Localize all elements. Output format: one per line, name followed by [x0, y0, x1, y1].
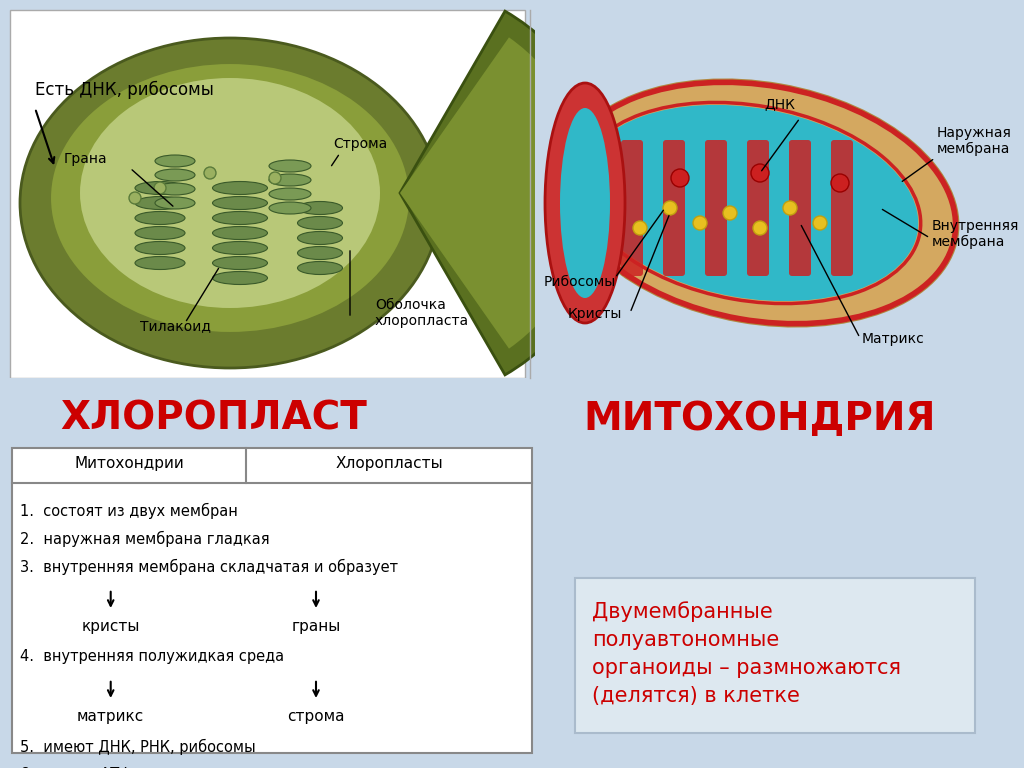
Ellipse shape: [298, 231, 342, 244]
Ellipse shape: [135, 197, 185, 210]
FancyBboxPatch shape: [663, 140, 685, 276]
Ellipse shape: [20, 38, 440, 368]
Text: Внутренняя
мембрана: Внутренняя мембрана: [932, 219, 1019, 249]
Circle shape: [633, 221, 647, 235]
Ellipse shape: [135, 211, 185, 224]
Circle shape: [723, 206, 737, 220]
Ellipse shape: [213, 272, 267, 284]
Ellipse shape: [213, 257, 267, 270]
Ellipse shape: [80, 78, 380, 308]
Text: граны: граны: [292, 619, 341, 634]
FancyBboxPatch shape: [621, 140, 643, 276]
Ellipse shape: [213, 227, 267, 240]
Text: матрикс: матрикс: [77, 710, 144, 724]
Ellipse shape: [269, 174, 311, 186]
Circle shape: [671, 169, 689, 187]
FancyBboxPatch shape: [579, 140, 601, 276]
Wedge shape: [400, 11, 610, 375]
Text: 1.  состоят из двух мембран: 1. состоят из двух мембран: [20, 503, 238, 519]
Ellipse shape: [298, 217, 342, 230]
Wedge shape: [400, 38, 590, 349]
Circle shape: [154, 182, 166, 194]
Text: ХЛОРОПЛАСТ: ХЛОРОПЛАСТ: [60, 400, 367, 438]
Text: строма: строма: [288, 710, 345, 724]
Ellipse shape: [298, 261, 342, 274]
FancyBboxPatch shape: [746, 140, 769, 276]
Ellipse shape: [269, 188, 311, 200]
Ellipse shape: [213, 211, 267, 224]
Circle shape: [751, 164, 769, 182]
Ellipse shape: [213, 181, 267, 194]
FancyBboxPatch shape: [705, 140, 727, 276]
Ellipse shape: [135, 257, 185, 270]
FancyBboxPatch shape: [12, 448, 532, 753]
Circle shape: [269, 172, 281, 184]
Ellipse shape: [298, 201, 342, 214]
Ellipse shape: [155, 197, 195, 209]
Circle shape: [813, 216, 827, 230]
FancyBboxPatch shape: [831, 140, 853, 276]
Text: 4.  внутренняя полужидкая среда: 4. внутренняя полужидкая среда: [20, 650, 284, 664]
FancyBboxPatch shape: [790, 140, 811, 276]
Text: Наружная
мембрана: Наружная мембрана: [937, 126, 1012, 156]
Ellipse shape: [269, 202, 311, 214]
Circle shape: [129, 192, 141, 204]
Ellipse shape: [135, 241, 185, 254]
Circle shape: [753, 221, 767, 235]
Text: Грана: Грана: [63, 152, 106, 166]
Text: 3.  внутренняя мембрана складчатая и образует: 3. внутренняя мембрана складчатая и обра…: [20, 559, 398, 575]
Text: ДНК: ДНК: [765, 97, 796, 111]
Ellipse shape: [562, 80, 958, 326]
Text: Двумембранные
полуавтономные
органоиды – размножаются
(делятся) в клетке: Двумембранные полуавтономные органоиды –…: [592, 601, 901, 706]
Ellipse shape: [135, 181, 185, 194]
Ellipse shape: [213, 241, 267, 254]
Ellipse shape: [155, 169, 195, 181]
Ellipse shape: [213, 197, 267, 210]
Circle shape: [693, 216, 707, 230]
Text: Кристы: Кристы: [568, 307, 623, 321]
Text: Матрикс: Матрикс: [862, 332, 925, 346]
FancyBboxPatch shape: [535, 10, 1015, 378]
Text: Митохондрии: Митохондрии: [74, 456, 184, 472]
Text: кристы: кристы: [82, 619, 140, 634]
FancyBboxPatch shape: [575, 578, 975, 733]
Text: Есть ДНК, рибосомы: Есть ДНК, рибосомы: [35, 81, 214, 99]
Ellipse shape: [155, 183, 195, 195]
Ellipse shape: [155, 155, 195, 167]
Text: Рибосомы: Рибосомы: [544, 275, 616, 289]
Text: Оболочка
хлоропласта: Оболочка хлоропласта: [375, 298, 469, 328]
FancyBboxPatch shape: [10, 10, 525, 378]
Ellipse shape: [560, 108, 610, 298]
Circle shape: [831, 174, 849, 192]
Ellipse shape: [582, 105, 919, 301]
Text: 5.  имеют ДНК, РНК, рибосомы: 5. имеют ДНК, РНК, рибосомы: [20, 739, 256, 755]
Ellipse shape: [269, 160, 311, 172]
Text: 2.  наружная мембрана гладкая: 2. наружная мембрана гладкая: [20, 531, 269, 547]
Text: МИТОХОНДРИЯ: МИТОХОНДРИЯ: [584, 400, 936, 438]
Circle shape: [663, 201, 677, 215]
Ellipse shape: [135, 227, 185, 240]
Text: Тилакоид: Тилакоид: [139, 319, 211, 333]
Ellipse shape: [50, 63, 410, 333]
Circle shape: [204, 167, 216, 179]
Circle shape: [783, 201, 797, 215]
Ellipse shape: [545, 83, 625, 323]
Text: Хлоропласты: Хлоропласты: [335, 456, 442, 472]
Ellipse shape: [298, 247, 342, 260]
Text: Строма: Строма: [333, 137, 387, 151]
FancyBboxPatch shape: [0, 378, 1024, 768]
